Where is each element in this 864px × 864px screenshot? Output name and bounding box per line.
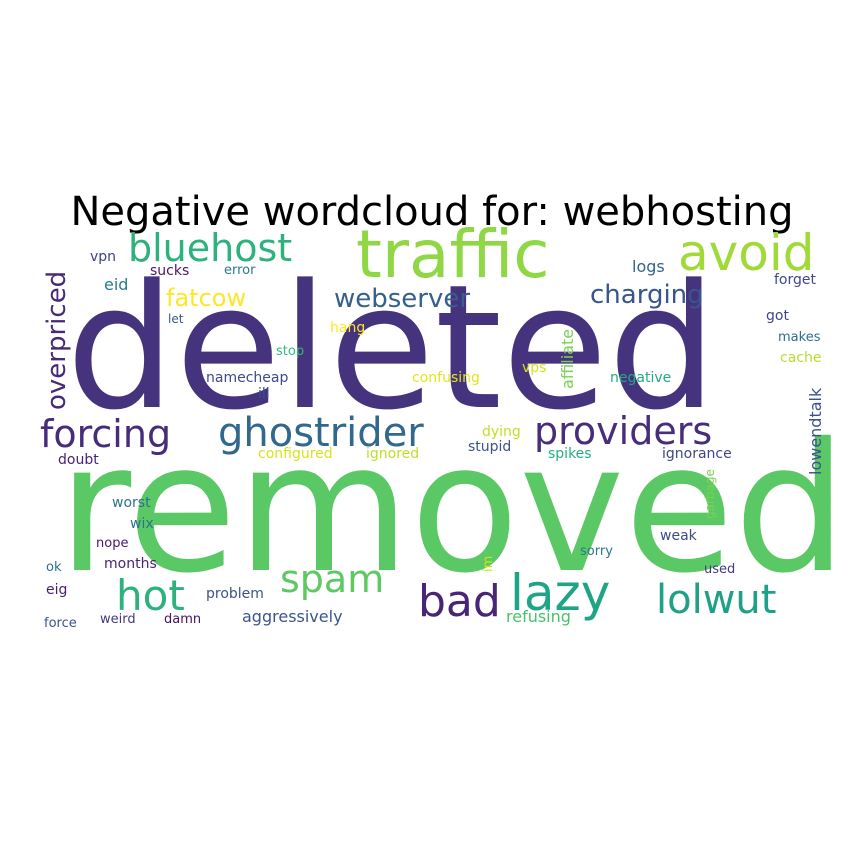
word-got: got xyxy=(766,308,789,324)
word-hot: hot xyxy=(116,571,185,620)
word-vps: vps xyxy=(522,360,547,376)
word-overpriced: overpriced xyxy=(42,270,72,410)
word-dying: dying xyxy=(482,424,521,440)
word-namecheap: namecheap xyxy=(206,370,289,386)
word-confusing: confusing xyxy=(412,370,480,386)
word-weak: weak xyxy=(660,528,697,544)
word-ignorance: ignorance xyxy=(662,446,732,462)
word-im: im xyxy=(481,555,496,572)
word-providers: providers xyxy=(534,409,713,453)
word-lowendtalk: lowendtalk xyxy=(806,387,825,475)
word-deleted: deleted xyxy=(66,247,718,448)
word-eid: eid xyxy=(104,275,129,294)
word-aggressively: aggressively xyxy=(242,607,343,626)
word-negative: negative xyxy=(610,370,672,386)
word-spam: spam xyxy=(280,557,385,601)
word-wix: wix xyxy=(130,516,154,532)
word-cache: cache xyxy=(780,350,822,366)
word-fatcow: fatcow xyxy=(166,284,247,312)
word-nope: nope xyxy=(96,536,129,551)
word-doubt: doubt xyxy=(58,452,99,468)
word-worst: worst xyxy=(112,495,151,511)
word-hang: hang xyxy=(330,320,366,336)
word-spikes: spikes xyxy=(548,446,592,462)
word-forget: forget xyxy=(774,272,816,288)
word-vpn: vpn xyxy=(90,249,117,265)
word-bad: bad xyxy=(418,576,501,627)
word-ignored: ignored xyxy=(366,446,420,462)
word-weird: weird xyxy=(100,612,136,627)
word-affiliate: affiliate xyxy=(558,328,577,389)
word-configured: configured xyxy=(258,446,333,462)
word-used: used xyxy=(704,562,736,577)
word-removed: removed xyxy=(58,405,847,612)
word-stop: stop xyxy=(276,344,305,359)
word-forcing: forcing xyxy=(40,412,172,456)
word-ok: ok xyxy=(46,560,62,575)
word-let: let xyxy=(168,312,184,326)
word-charging: charging xyxy=(590,280,704,310)
word-lolwut: lolwut xyxy=(656,577,777,623)
word-ill: ill xyxy=(258,386,270,402)
word-logs: logs xyxy=(632,257,665,276)
word-sorry: sorry xyxy=(580,544,613,559)
word-webserver: webserver xyxy=(334,284,471,314)
word-avoid: avoid xyxy=(678,224,815,282)
word-garbage: garbage xyxy=(703,469,717,519)
word-traffic: traffic xyxy=(356,216,550,293)
figure-title: Negative wordcloud for: webhosting xyxy=(70,189,794,235)
word-sucks: sucks xyxy=(150,263,190,279)
word-stupid: stupid xyxy=(468,439,512,455)
word-makes: makes xyxy=(778,330,821,345)
word-error: error xyxy=(224,263,256,278)
word-bluehost: bluehost xyxy=(128,226,293,270)
word-eig: eig xyxy=(46,582,68,598)
word-force: force xyxy=(44,616,77,631)
word-months: months xyxy=(104,556,157,572)
word-ghostrider: ghostrider xyxy=(218,410,424,456)
word-problem: problem xyxy=(206,586,264,602)
word-refusing: refusing xyxy=(506,607,571,626)
word-lazy: lazy xyxy=(510,564,611,622)
word-damn: damn xyxy=(164,612,202,627)
